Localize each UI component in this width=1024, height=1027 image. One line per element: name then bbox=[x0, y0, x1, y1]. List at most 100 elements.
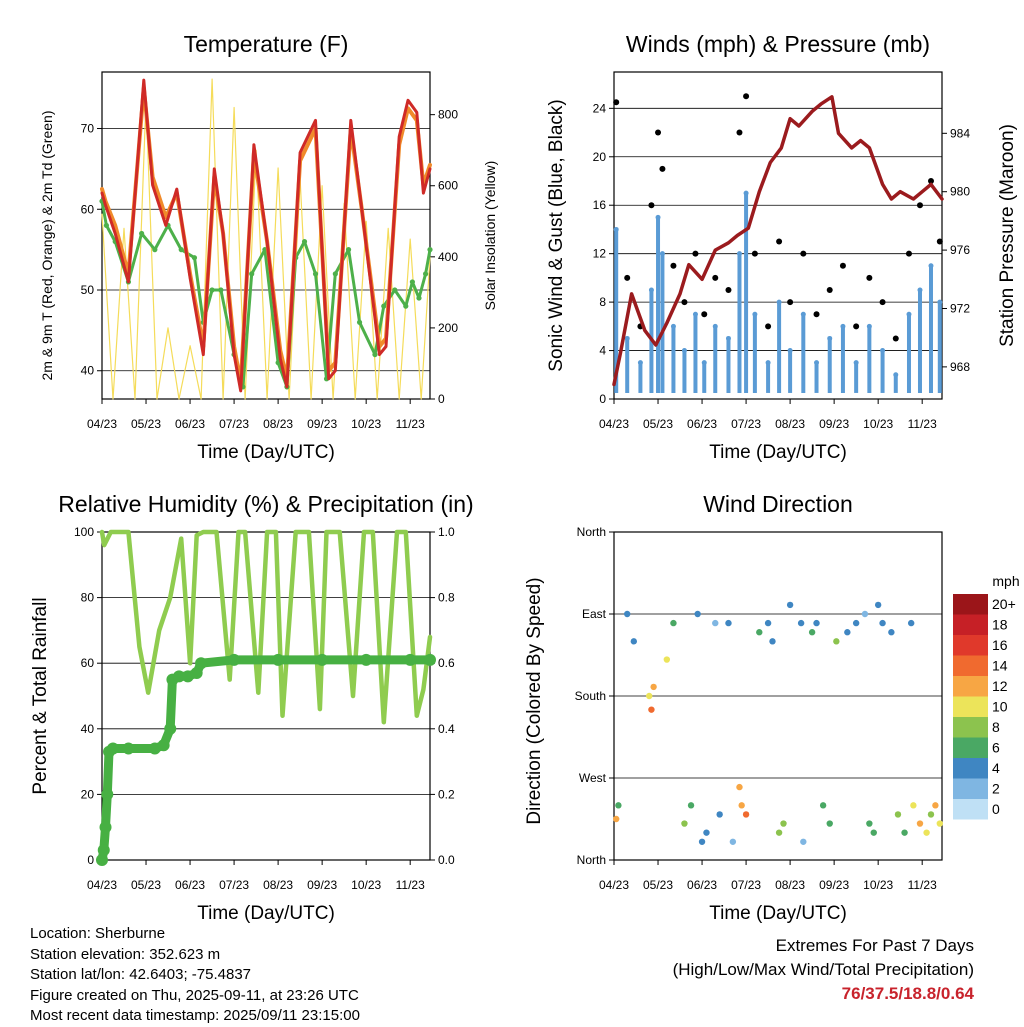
direction-point bbox=[894, 811, 902, 818]
station-location: Location: Sherburne bbox=[30, 925, 166, 942]
speed-legend-swatch bbox=[953, 737, 988, 758]
recent-timestamp: Most recent data timestamp: 2025/09/11 2… bbox=[30, 1007, 360, 1024]
dewpoint-point bbox=[427, 247, 433, 253]
winds-panel-y2tick-label: 984 bbox=[950, 126, 970, 140]
humidity-panel-y2tick-label: 0.6 bbox=[438, 656, 455, 670]
direction-panel-ytick-label: West bbox=[579, 771, 607, 785]
winds-ylabel-right: Station Pressure (Maroon) bbox=[997, 124, 1018, 347]
meteogram-charts: Temperature (F)40506070020040060080004/2… bbox=[30, 31, 1020, 924]
direction-point bbox=[615, 802, 622, 809]
winds-panel-ytick-label: 4 bbox=[599, 344, 606, 358]
sonic-wind-point bbox=[917, 287, 923, 293]
station-latlon: Station lat/lon: 42.6403; -75.4837 bbox=[30, 966, 252, 983]
temperature-panel-title: Temperature (F) bbox=[184, 31, 349, 57]
direction-point bbox=[901, 829, 908, 836]
speed-legend-swatch bbox=[953, 717, 988, 738]
sonic-wind-point bbox=[743, 190, 749, 196]
direction-panel-xtick-label: 05/23 bbox=[643, 878, 673, 892]
extremes-values: 76/37.5/18.8/0.64 bbox=[841, 984, 974, 1003]
humidity-panel-ytick-label: 0 bbox=[87, 853, 94, 867]
speed-legend-label: 0 bbox=[992, 801, 1000, 817]
gust-point bbox=[776, 238, 783, 245]
temperature-panel-y2tick-label: 400 bbox=[438, 250, 458, 264]
extremes-subheading: (High/Low/Max Wind/Total Precipitation) bbox=[672, 960, 974, 979]
direction-point bbox=[910, 802, 917, 809]
speed-legend-swatch bbox=[953, 635, 988, 656]
winds-panel-xtick-label: 06/23 bbox=[687, 417, 717, 431]
gust-point bbox=[736, 129, 743, 136]
temperature-panel-ytick-label: 60 bbox=[81, 202, 95, 216]
gust-point bbox=[787, 299, 794, 306]
direction-point bbox=[916, 820, 924, 827]
extremes-box: Extremes For Past 7 Days (High/Low/Max W… bbox=[673, 934, 974, 1006]
dewpoint-point bbox=[191, 255, 198, 261]
direction-panel-title: Wind Direction bbox=[703, 491, 853, 517]
dewpoint-point bbox=[416, 295, 422, 301]
gust-point bbox=[936, 238, 943, 245]
direction-panel-ytick-label: South bbox=[575, 689, 606, 703]
dewpoint-point bbox=[381, 303, 387, 309]
extremes-heading: Extremes For Past 7 Days bbox=[775, 936, 974, 955]
humidity-panel-xtick-label: 05/23 bbox=[131, 878, 161, 892]
direction-panel-xlabel: Time (Day/UTC) bbox=[709, 903, 847, 924]
direction-point bbox=[663, 656, 671, 663]
gust-point bbox=[659, 165, 666, 172]
temperature-panel-xtick-label: 11/23 bbox=[396, 417, 425, 431]
solar-insolation-line bbox=[101, 78, 431, 400]
speed-legend-swatch bbox=[953, 614, 988, 635]
precipitation-point bbox=[228, 653, 241, 666]
speed-legend-label: 18 bbox=[992, 617, 1008, 633]
gust-point bbox=[712, 274, 719, 281]
gust-point bbox=[765, 323, 772, 330]
winds-panel-ytick-label: 24 bbox=[593, 101, 607, 115]
sonic-wind-point bbox=[787, 348, 793, 354]
gust-point bbox=[916, 202, 923, 209]
speed-legend-swatch bbox=[953, 655, 988, 676]
humidity-panel-y2tick-label: 0.2 bbox=[438, 787, 455, 801]
temperature-ylabel-right: Solar Insolation (Yellow) bbox=[482, 161, 498, 311]
precipitation-point bbox=[164, 722, 177, 735]
direction-point bbox=[764, 619, 772, 627]
humidity-panel-ytick-label: 20 bbox=[81, 787, 95, 801]
sonic-wind-point bbox=[752, 311, 758, 317]
precipitation-point bbox=[404, 653, 417, 666]
direction-point bbox=[927, 811, 935, 818]
sonic-wind-point bbox=[648, 287, 654, 293]
sonic-wind-point bbox=[712, 323, 718, 329]
direction-point bbox=[866, 820, 873, 827]
speed-legend-label: 6 bbox=[992, 740, 1000, 756]
direction-panel-xtick-label: 10/23 bbox=[863, 878, 893, 892]
dewpoint-point bbox=[178, 247, 184, 253]
sonic-wind-point bbox=[814, 360, 820, 366]
winds-panel-ytick-label: 16 bbox=[593, 198, 607, 212]
gust-point bbox=[751, 250, 758, 257]
direction-point bbox=[780, 820, 787, 827]
dewpoint-point bbox=[356, 319, 363, 325]
humidity-panel-ytick-label: 60 bbox=[81, 656, 95, 670]
winds-panel-xtick-label: 04/23 bbox=[599, 417, 629, 431]
station-pressure-line bbox=[612, 95, 944, 387]
sonic-wind-point bbox=[659, 251, 665, 257]
direction-point bbox=[613, 815, 620, 823]
humidity-panel-xtick-label: 07/23 bbox=[219, 878, 249, 892]
sonic-wind-point bbox=[655, 214, 661, 220]
sonic-wind-point bbox=[624, 335, 630, 341]
humidity-panel-title: Relative Humidity (%) & Precipitation (i… bbox=[58, 491, 473, 517]
speed-legend-swatch bbox=[953, 696, 988, 717]
direction-point bbox=[703, 829, 710, 836]
dewpoint-point bbox=[332, 271, 338, 277]
dewpoint-point bbox=[249, 271, 255, 277]
winds-panel-frame bbox=[613, 71, 943, 400]
direction-point bbox=[650, 683, 657, 691]
dewpoint-point bbox=[345, 247, 352, 253]
humidity-panel-xtick-label: 11/23 bbox=[396, 878, 425, 892]
precipitation-point bbox=[96, 854, 108, 866]
humidity-panel-xtick-label: 08/23 bbox=[263, 878, 293, 892]
sonic-wind-point bbox=[928, 263, 934, 269]
direction-point bbox=[786, 601, 794, 609]
temperature-panel-y2tick-label: 800 bbox=[438, 108, 458, 122]
sonic-wind-point bbox=[776, 299, 782, 305]
speed-legend-label: 12 bbox=[992, 678, 1008, 694]
direction-point bbox=[936, 820, 943, 827]
speed-legend-label: 8 bbox=[992, 719, 1000, 735]
